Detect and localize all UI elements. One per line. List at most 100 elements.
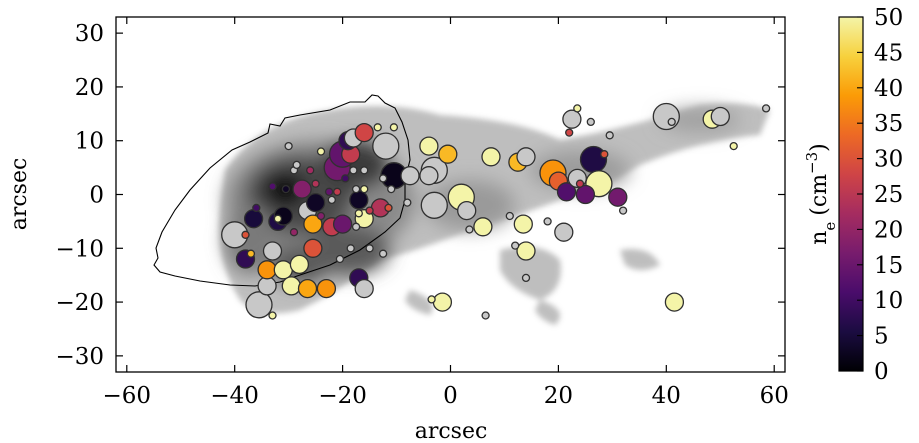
x-tick-label: 60 xyxy=(760,383,789,409)
data-point xyxy=(513,214,533,234)
y-tick-label: 10 xyxy=(75,129,104,155)
y-tick-label: −30 xyxy=(55,344,104,370)
data-point xyxy=(281,276,301,296)
data-point xyxy=(387,184,396,194)
colorbar-tick-label: 25 xyxy=(874,182,903,208)
data-point xyxy=(268,182,277,191)
data-point xyxy=(333,187,342,196)
data-point xyxy=(332,214,353,234)
data-point xyxy=(360,166,369,175)
x-tick-label: −40 xyxy=(210,383,259,409)
data-point xyxy=(305,192,326,213)
colorbar-tick-label: 15 xyxy=(874,253,903,279)
data-point xyxy=(400,166,420,186)
data-point xyxy=(427,295,436,304)
data-point xyxy=(360,184,369,194)
data-point xyxy=(605,131,614,140)
data-point xyxy=(579,145,608,174)
colorbar-tick-label: 5 xyxy=(874,324,889,350)
data-point xyxy=(618,206,628,215)
data-point xyxy=(289,228,299,237)
data-point xyxy=(351,184,361,194)
data-point xyxy=(481,147,501,167)
colorbar-ticks: 0 5 10 15 20 25 30 35 40 45 50 xyxy=(857,5,903,385)
data-point xyxy=(365,244,374,253)
colorbar-tick-label: 45 xyxy=(874,40,903,66)
x-axis: −60 −40 −20 0 20 40 60 xyxy=(103,17,789,409)
data-point xyxy=(292,179,312,199)
x-tick-label: −60 xyxy=(103,383,152,409)
data-point xyxy=(586,117,595,127)
data-point xyxy=(273,260,293,280)
data-point xyxy=(365,206,374,215)
data-point xyxy=(354,209,363,218)
colorbar-tick-label: 30 xyxy=(874,147,903,173)
data-point xyxy=(516,147,536,167)
data-point xyxy=(354,278,374,299)
data-point xyxy=(556,182,577,202)
colorbar-tick-label: 0 xyxy=(874,359,889,385)
data-point xyxy=(710,106,730,127)
data-point xyxy=(281,184,291,194)
data-point xyxy=(284,141,293,151)
data-point xyxy=(252,203,261,213)
y-tick-label: −10 xyxy=(55,236,104,262)
x-tick-label: 0 xyxy=(443,383,458,409)
data-point xyxy=(521,273,531,283)
data-point xyxy=(761,104,771,113)
data-point xyxy=(729,141,738,151)
colorbar-tick-label: 40 xyxy=(874,76,903,102)
data-point xyxy=(511,241,520,250)
data-point xyxy=(246,249,256,258)
data-point xyxy=(292,160,301,170)
x-tick-label: 20 xyxy=(544,383,573,409)
data-point xyxy=(432,292,453,312)
data-point xyxy=(389,123,399,132)
data-point xyxy=(311,179,320,188)
data-point xyxy=(457,200,477,221)
data-point xyxy=(543,217,552,226)
data-point xyxy=(465,225,474,234)
markers xyxy=(221,102,771,320)
data-point xyxy=(481,311,490,320)
data-point xyxy=(384,203,393,213)
data-point xyxy=(324,187,334,196)
data-point xyxy=(516,241,536,261)
y-axis-label: arcsec xyxy=(7,158,32,231)
colorbar-label: ne(cm−3) xyxy=(803,143,839,245)
data-point xyxy=(351,222,361,231)
data-point xyxy=(600,150,609,159)
data-point xyxy=(372,132,400,160)
data-point xyxy=(608,187,628,207)
data-point xyxy=(306,166,315,175)
data-point xyxy=(420,191,448,219)
data-point xyxy=(243,209,264,229)
y-tick-label: 0 xyxy=(89,183,104,209)
data-point xyxy=(346,244,355,253)
y-tick-label: −20 xyxy=(55,290,104,316)
data-point xyxy=(303,238,323,258)
y-axis: −30 −20 −10 0 10 20 30 xyxy=(55,21,785,370)
data-point xyxy=(349,190,369,210)
data-point xyxy=(664,292,685,312)
colorbar-tick-label: 35 xyxy=(874,111,903,137)
x-tick-label: −20 xyxy=(318,383,367,409)
data-point xyxy=(316,147,326,156)
data-point xyxy=(403,198,412,207)
data-point xyxy=(335,254,345,264)
data-point xyxy=(354,122,374,143)
data-point xyxy=(562,109,582,129)
y-tick-label: 30 xyxy=(75,21,104,47)
y-tick-label: 20 xyxy=(75,75,104,101)
x-tick-label: 40 xyxy=(652,383,681,409)
data-point xyxy=(378,249,388,258)
colorbar-tick-label: 50 xyxy=(874,5,903,31)
data-point xyxy=(667,117,676,127)
data-point xyxy=(419,136,439,156)
data-point xyxy=(419,166,439,186)
data-point xyxy=(378,174,388,183)
data-point xyxy=(438,144,458,164)
colorbar-tick-label: 20 xyxy=(874,217,903,243)
data-point xyxy=(341,174,350,183)
